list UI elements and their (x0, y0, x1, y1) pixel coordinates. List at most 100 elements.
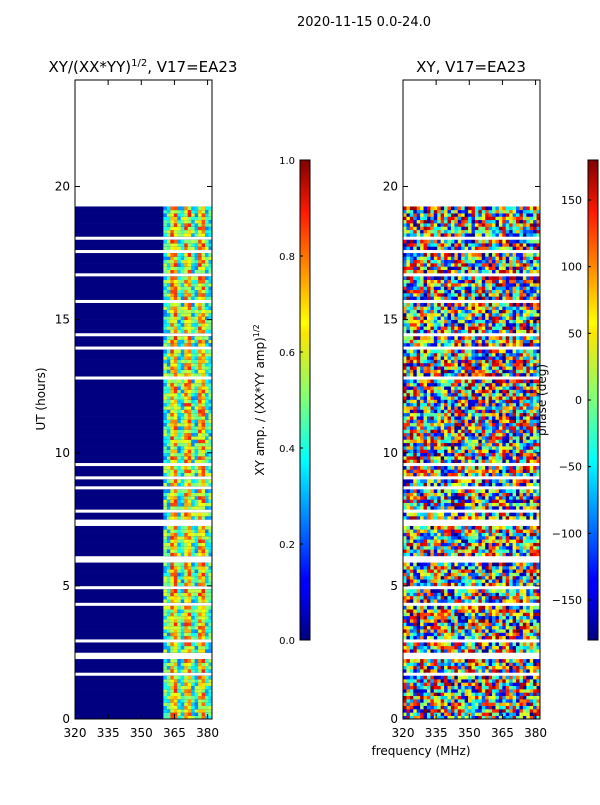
left-heat-cell (174, 493, 178, 497)
right-heat-cell (461, 493, 465, 497)
right-heat-cell (468, 659, 472, 663)
right-heat-cell (513, 686, 517, 690)
right-heat-cell (516, 469, 520, 473)
left-heat-cell (174, 340, 178, 344)
left-heat-cell (170, 393, 174, 397)
left-heat-cell (177, 246, 181, 250)
left-heat-cell (191, 453, 195, 457)
right-heat-cell (403, 453, 407, 457)
right-heat-cell (516, 646, 520, 650)
right-heat-cell (523, 453, 527, 457)
right-heat-cell (434, 679, 438, 683)
left-heat-cell (177, 400, 181, 404)
right-heat-cell (448, 599, 452, 603)
right-heat-cell (451, 699, 455, 703)
right-heat-cell (403, 439, 407, 443)
right-heat-cell (406, 679, 410, 683)
right-heat-cell (516, 513, 520, 517)
left-heat-cell (195, 599, 199, 603)
right-heat-cell (478, 642, 482, 646)
left-heat-cell (191, 406, 195, 410)
left-heat-cell (202, 443, 206, 447)
left-heat-cell (177, 276, 181, 280)
right-heat-cell (526, 609, 530, 613)
left-heat-cell (177, 699, 181, 703)
right-heat-cell (437, 599, 441, 603)
left-heat-cell (174, 330, 178, 334)
right-heat-cell (523, 469, 527, 473)
left-heat-cell (181, 679, 185, 683)
left-heat-cell (205, 386, 209, 390)
right-heat-cell (420, 626, 424, 630)
left-heat-cell (163, 433, 167, 437)
left-heat-cell (174, 433, 178, 437)
left-heat-cell (174, 513, 178, 517)
right-heat-cell (526, 499, 530, 503)
left-heat-cell (205, 613, 209, 617)
right-heat-cell (420, 536, 424, 540)
right-heat-cell (430, 443, 434, 447)
right-heat-cell (502, 469, 506, 473)
right-heat-cell (509, 692, 513, 696)
right-heat-cell (499, 503, 503, 507)
right-heat-cell (472, 593, 476, 597)
right-heat-cell (530, 629, 534, 633)
right-heat-cell (526, 453, 530, 457)
left-heat-cell (195, 459, 199, 463)
right-heat-cell (530, 459, 534, 463)
right-heat-cell (465, 589, 469, 593)
right-heat-cell (434, 579, 438, 583)
right-heat-cell (461, 429, 465, 433)
right-heat-cell (509, 453, 513, 457)
right-heat-cell (465, 666, 469, 670)
right-heat-cell (519, 699, 523, 703)
right-heat-cell (509, 642, 513, 646)
right-heat-cell (495, 613, 499, 617)
left-heat-cell (191, 253, 195, 257)
left-heat-cell (191, 316, 195, 320)
right-heat-cell (465, 606, 469, 610)
right-heat-cell (485, 649, 489, 653)
right-heat-cell (406, 529, 410, 533)
left-heat-cell (174, 569, 178, 573)
right-panel-title: XY, V17=EA23 (416, 58, 526, 76)
right-heat-cell (502, 483, 506, 487)
right-heat-cell (492, 479, 496, 483)
left-heat-cell (195, 563, 199, 567)
right-heat-cell (475, 433, 479, 437)
right-heat-cell (530, 632, 534, 636)
right-heat-cell (482, 456, 486, 460)
right-heat-cell (403, 513, 407, 517)
right-heat-cell (465, 506, 469, 510)
left-heat-cell (184, 669, 188, 673)
right-heat-cell (519, 649, 523, 653)
right-heat-cell (482, 579, 486, 583)
right-heat-cell (513, 433, 517, 437)
right-heat-cell (454, 609, 458, 613)
right-heat-cell (475, 569, 479, 573)
right-heat-cell (441, 712, 445, 716)
right-heat-cell (454, 529, 458, 533)
right-heat-cell (533, 489, 537, 493)
right-heat-cell (430, 629, 434, 633)
left-colorbar-ticks: 0.00.20.40.60.81.0 (279, 156, 303, 647)
right-heat-cell (506, 692, 510, 696)
left-heat-cell (167, 599, 171, 603)
right-heat-cell (478, 436, 482, 440)
right-heat-cell (523, 446, 527, 450)
left-heat-cell (205, 493, 209, 497)
left-heat-cell (195, 682, 199, 686)
left-heat-cell (167, 373, 171, 377)
right-heat-cell (478, 712, 482, 716)
left-heat-cell (188, 613, 192, 617)
right-heat-cell (444, 446, 448, 450)
left-heat-cell (167, 426, 171, 430)
right-heat-cell (403, 499, 407, 503)
right-heat-cell (526, 576, 530, 580)
right-heat-cell (495, 583, 499, 587)
right-heat-cell (533, 569, 537, 573)
left-heat-cell (198, 213, 202, 217)
left-heat-cell (195, 416, 199, 420)
right-heat-cell (516, 453, 520, 457)
left-heat-cell (205, 709, 209, 713)
